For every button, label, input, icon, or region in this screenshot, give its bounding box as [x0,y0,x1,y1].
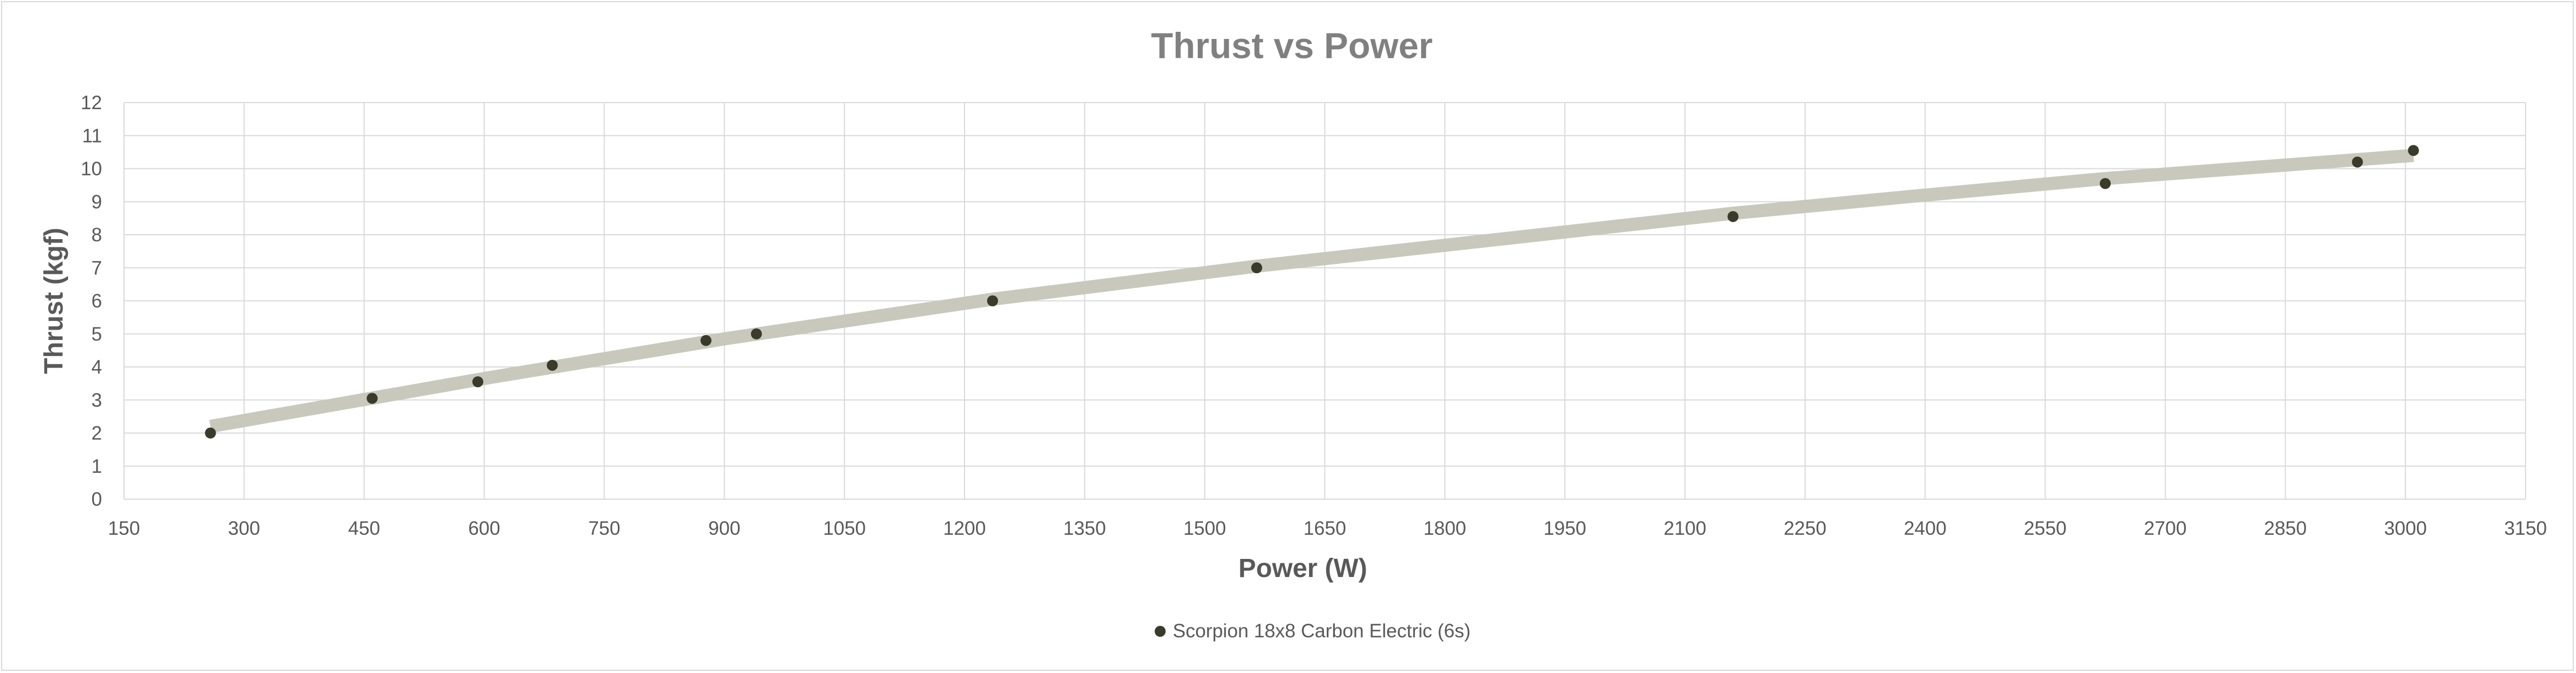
y-tick-label: 4 [92,357,102,378]
x-tick-label: 1350 [1063,518,1106,539]
x-tick-label: 600 [468,518,500,539]
x-tick-label: 750 [588,518,620,539]
data-point [751,328,762,340]
y-tick-label: 6 [92,291,102,312]
y-tick-label: 11 [82,125,102,146]
trendline [209,149,2414,433]
x-tick-label: 2100 [1664,518,1706,539]
x-tick-label: 3000 [2384,518,2427,539]
data-point [205,427,216,439]
y-tick-label: 10 [81,159,102,180]
legend-marker [1154,626,1166,637]
y-tick-label: 3 [92,389,102,411]
data-point [1251,262,1262,274]
data-point [1727,211,1739,222]
y-tick-label: 5 [92,324,102,345]
y-axis-title: Thrust (kgf) [40,228,69,374]
legend-label: Scorpion 18x8 Carbon Electric (6s) [1173,620,1471,642]
data-point [2352,156,2363,168]
x-tick-label: 1200 [943,518,986,539]
x-tick-label: 1950 [1543,518,1586,539]
x-axis-title: Power (W) [1238,554,1367,583]
y-tick-label: 9 [92,191,102,213]
data-point [546,359,558,371]
y-tick-label: 1 [92,456,102,477]
x-tick-label: 1650 [1304,518,1346,539]
y-tick-label: 2 [92,423,102,444]
x-tick-label: 150 [108,518,140,539]
x-tick-label: 2250 [1784,518,1827,539]
x-tick-label: 3150 [2504,518,2547,539]
x-tick-label: 2700 [2144,518,2187,539]
y-tick-label: 0 [92,489,102,510]
data-point [700,335,712,346]
data-point [2100,178,2111,189]
data-point [987,295,999,307]
chart-title: Thrust vs Power [1151,25,1433,66]
x-tick-label: 900 [708,518,740,539]
x-tick-label: 2400 [1904,518,1947,539]
x-tick-label: 300 [228,518,260,539]
data-point [472,376,483,388]
x-tick-label: 450 [348,518,380,539]
x-tick-label: 1800 [1423,518,1466,539]
data-point [2408,145,2419,156]
x-tick-label: 1500 [1183,518,1226,539]
x-tick-label: 2850 [2264,518,2307,539]
y-tick-label: 8 [92,224,102,246]
y-tick-label: 12 [81,92,102,114]
x-tick-label: 2550 [2024,518,2067,539]
x-tick-label: 1050 [823,518,866,539]
y-tick-label: 7 [92,257,102,279]
data-point [367,393,378,404]
